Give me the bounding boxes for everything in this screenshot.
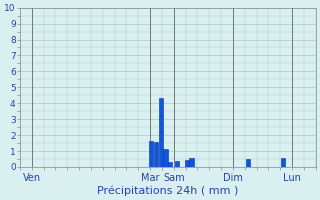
Bar [246,159,251,167]
Bar [189,158,194,167]
Bar [154,142,158,167]
Bar [175,161,180,167]
X-axis label: Précipitations 24h ( mm ): Précipitations 24h ( mm ) [97,185,238,196]
Bar [281,158,285,167]
Bar [185,160,189,167]
Bar [149,141,153,167]
Bar [168,162,172,167]
Bar [159,98,163,167]
Bar [163,149,168,167]
